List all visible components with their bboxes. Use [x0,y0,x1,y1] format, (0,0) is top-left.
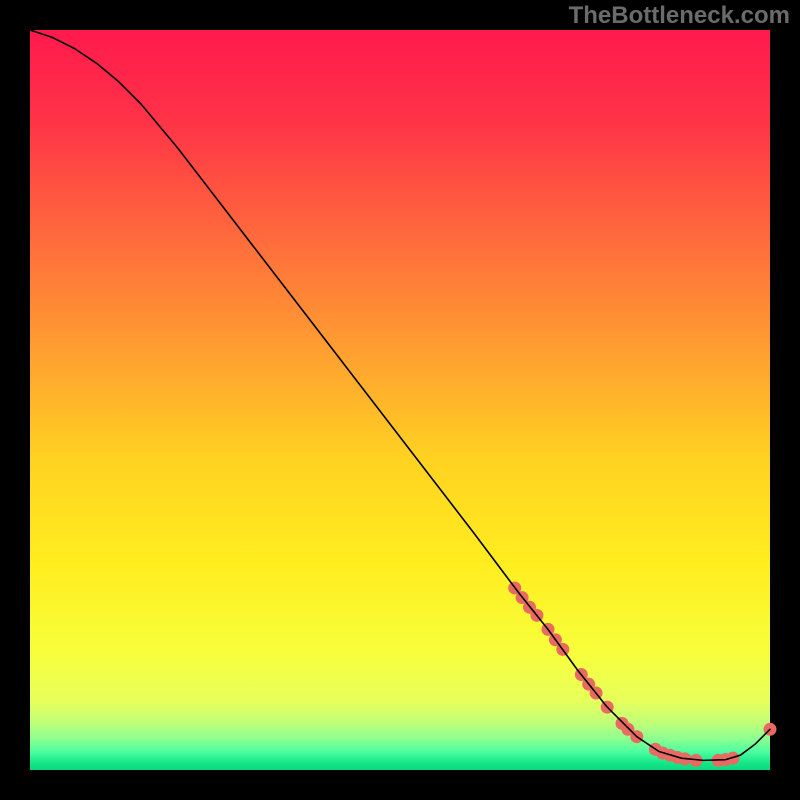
chart-stage: TheBottleneck.com [0,0,800,800]
plot-background [30,30,770,770]
watermark-text: TheBottleneck.com [569,2,790,30]
bottleneck-chart [0,0,800,800]
